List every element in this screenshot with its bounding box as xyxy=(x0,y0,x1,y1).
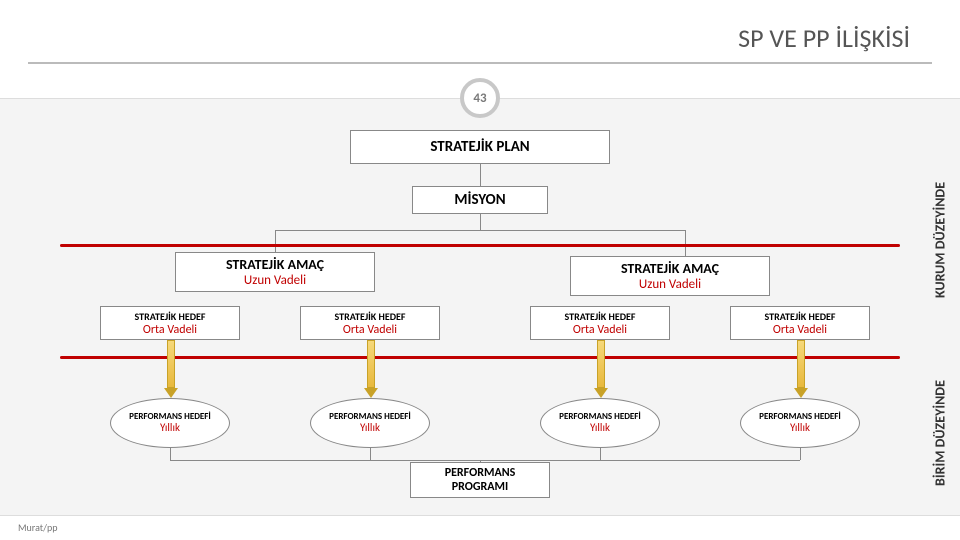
slide-number-badge: 43 xyxy=(460,78,500,118)
label: STRATEJİK PLAN xyxy=(430,138,529,156)
label: STRATEJİK AMAÇ xyxy=(621,260,719,277)
title-rule xyxy=(28,62,932,64)
connector xyxy=(685,230,686,256)
sublabel: Yıllık xyxy=(590,421,610,434)
connector xyxy=(275,230,276,252)
arrow-down-icon xyxy=(166,340,176,398)
arrow-down-icon xyxy=(596,340,606,398)
box-program: PERFORMANS PROGRAMI xyxy=(410,462,550,498)
connector xyxy=(480,164,481,186)
connector xyxy=(170,460,800,461)
connector xyxy=(170,448,171,460)
box-misyon: MİSYON xyxy=(412,186,548,214)
connector xyxy=(370,448,371,460)
sublabel: Yıllık xyxy=(790,421,810,434)
sublabel: Orta Vadeli xyxy=(773,323,827,337)
box-amac-right: STRATEJİK AMAÇ Uzun Vadeli xyxy=(570,256,770,296)
sublabel: Uzun Vadeli xyxy=(244,273,306,288)
label-line2: PROGRAMI xyxy=(452,480,509,494)
sublabel: Orta Vadeli xyxy=(143,323,197,337)
sublabel: Yıllık xyxy=(360,421,380,434)
sublabel: Uzun Vadeli xyxy=(639,277,701,292)
slide-number: 43 xyxy=(460,78,500,118)
footer-author: Murat/pp xyxy=(18,521,58,534)
box-hedef-3: STRATEJİK HEDEF Orta Vadeli xyxy=(530,306,670,340)
vertical-label-birim: BİRİM DÜZEYİNDE xyxy=(928,358,952,508)
connector xyxy=(480,214,481,230)
box-stratejik-plan: STRATEJİK PLAN xyxy=(350,130,610,164)
label-line1: PERFORMANS xyxy=(445,466,516,480)
arrow-down-icon xyxy=(796,340,806,398)
connector xyxy=(600,448,601,460)
vertical-label-kurum: KURUM DÜZEYİNDE xyxy=(928,140,952,340)
ellipse-perf-2: PERFORMANS HEDEFİ Yıllık xyxy=(310,398,430,448)
divider-red-top xyxy=(60,244,900,247)
label: STRATEJİK HEDEF xyxy=(565,310,636,323)
slide: SP VE PP İLİŞKİSİ 43 STRATEJİK PLAN MİSY… xyxy=(0,0,960,540)
sublabel: Orta Vadeli xyxy=(573,323,627,337)
ellipse-perf-4: PERFORMANS HEDEFİ Yıllık xyxy=(740,398,860,448)
arrow-down-icon xyxy=(366,340,376,398)
label: STRATEJİK HEDEF xyxy=(765,310,836,323)
box-hedef-2: STRATEJİK HEDEF Orta Vadeli xyxy=(300,306,440,340)
label: STRATEJİK HEDEF xyxy=(335,310,406,323)
ellipse-perf-1: PERFORMANS HEDEFİ Yıllık xyxy=(110,398,230,448)
label: PERFORMANS HEDEFİ xyxy=(329,412,411,422)
connector xyxy=(800,448,801,460)
label: STRATEJİK HEDEF xyxy=(135,310,206,323)
box-amac-left: STRATEJİK AMAÇ Uzun Vadeli xyxy=(175,252,375,292)
slide-title: SP VE PP İLİŞKİSİ xyxy=(738,22,910,54)
ellipse-perf-3: PERFORMANS HEDEFİ Yıllık xyxy=(540,398,660,448)
box-hedef-1: STRATEJİK HEDEF Orta Vadeli xyxy=(100,306,240,340)
connector xyxy=(275,230,685,231)
box-hedef-4: STRATEJİK HEDEF Orta Vadeli xyxy=(730,306,870,340)
sublabel: Yıllık xyxy=(160,421,180,434)
label: PERFORMANS HEDEFİ xyxy=(559,412,641,422)
label: STRATEJİK AMAÇ xyxy=(226,256,324,273)
label: PERFORMANS HEDEFİ xyxy=(759,412,841,422)
label: PERFORMANS HEDEFİ xyxy=(129,412,211,422)
label: MİSYON xyxy=(454,191,505,209)
sublabel: Orta Vadeli xyxy=(343,323,397,337)
divider-red-bottom xyxy=(60,356,900,359)
